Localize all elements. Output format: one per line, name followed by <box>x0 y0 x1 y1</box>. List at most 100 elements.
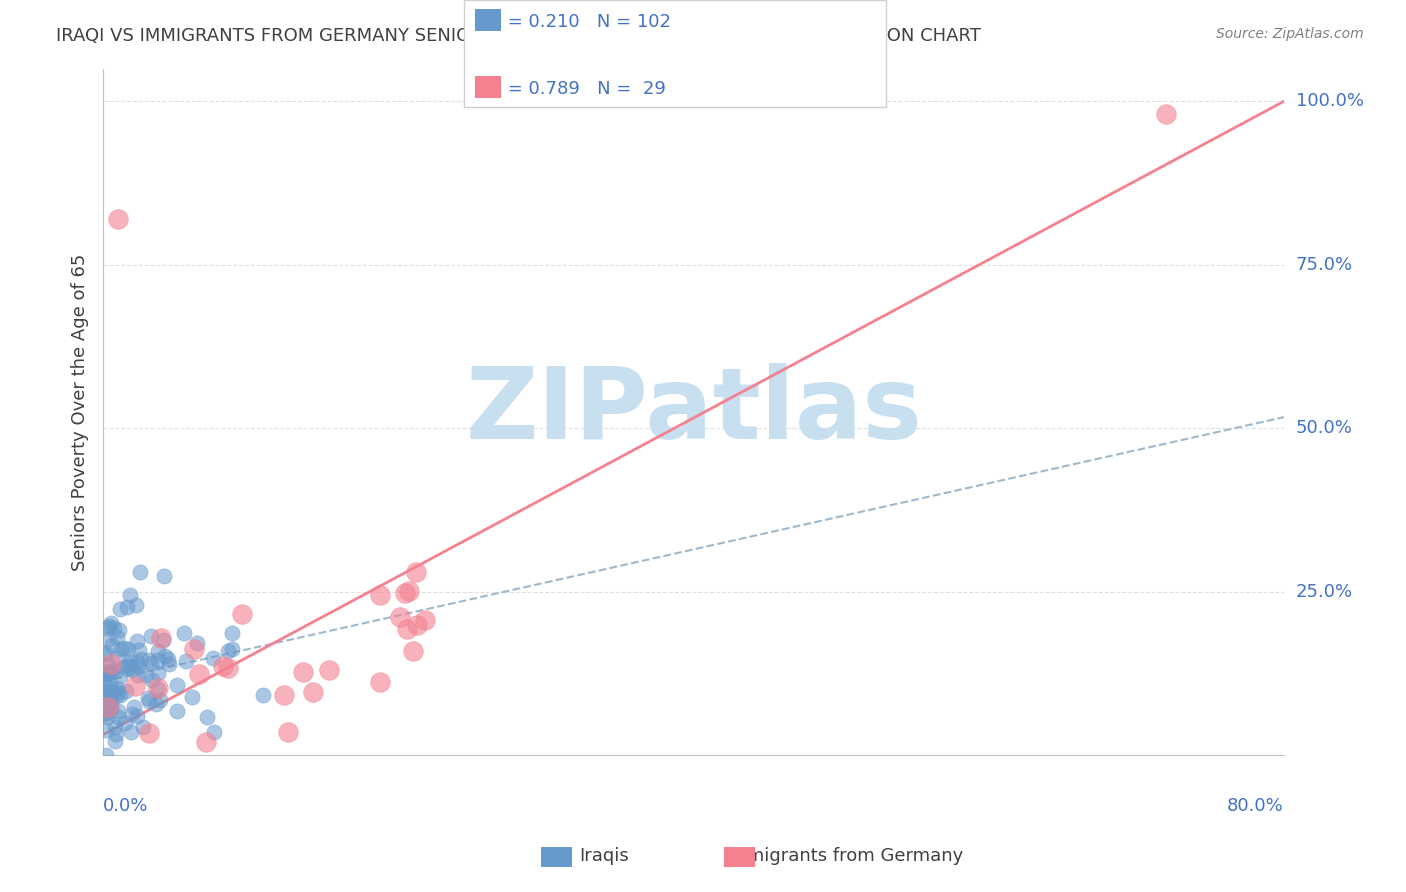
Point <box>93 676 115 690</box>
Point <box>107 710 129 724</box>
Point <box>94 703 117 717</box>
Point <box>94 647 117 661</box>
Point <box>318 663 340 677</box>
Point <box>125 598 148 612</box>
Point <box>173 626 195 640</box>
Text: Iraqis: Iraqis <box>579 847 630 865</box>
Point <box>103 621 125 635</box>
Point <box>105 630 128 644</box>
Text: 75.0%: 75.0% <box>1296 256 1353 274</box>
Point <box>94 723 117 737</box>
Point <box>94 706 117 721</box>
Point <box>97 657 120 672</box>
Point <box>114 715 136 730</box>
Point <box>125 655 148 669</box>
Text: 80.0%: 80.0% <box>1227 797 1284 814</box>
Text: 25.0%: 25.0% <box>1296 582 1353 601</box>
Point <box>114 684 136 698</box>
Point <box>129 565 152 579</box>
Text: ZIPatlas: ZIPatlas <box>465 363 922 460</box>
Point <box>152 632 174 647</box>
Point <box>107 704 129 718</box>
Point <box>94 670 117 684</box>
Point <box>108 624 131 638</box>
Point <box>406 618 429 632</box>
Point <box>180 690 202 704</box>
Point <box>217 661 239 675</box>
Point <box>149 631 172 645</box>
Point <box>252 688 274 702</box>
Point <box>110 669 132 683</box>
Point <box>127 658 149 673</box>
Point <box>115 599 138 614</box>
Point <box>405 565 427 579</box>
Point <box>93 686 115 700</box>
Point <box>125 634 148 648</box>
Point <box>155 648 177 663</box>
Point <box>97 665 120 680</box>
Point <box>118 655 141 669</box>
Point <box>117 642 139 657</box>
Point <box>100 681 122 695</box>
Point <box>221 626 243 640</box>
Point <box>97 684 120 698</box>
Point <box>195 710 218 724</box>
Point <box>141 657 163 671</box>
Point <box>112 640 135 655</box>
Point <box>145 698 167 712</box>
Point <box>138 691 160 706</box>
Point <box>157 657 180 672</box>
Point <box>97 632 120 647</box>
Point <box>148 682 170 697</box>
Y-axis label: Seniors Poverty Over the Age of 65: Seniors Poverty Over the Age of 65 <box>72 253 89 571</box>
Point <box>110 641 132 656</box>
Point <box>149 693 172 707</box>
Point <box>98 695 121 709</box>
Point <box>128 643 150 657</box>
Point <box>97 699 120 714</box>
Point <box>368 588 391 602</box>
Point <box>146 666 169 681</box>
Point <box>202 724 225 739</box>
Point <box>129 652 152 666</box>
Point <box>101 638 124 652</box>
Text: IRAQI VS IMMIGRANTS FROM GERMANY SENIORS POVERTY OVER THE AGE OF 65 CORRELATION : IRAQI VS IMMIGRANTS FROM GERMANY SENIORS… <box>56 27 981 45</box>
Point <box>138 653 160 667</box>
Point <box>413 613 436 627</box>
Point <box>104 720 127 734</box>
Point <box>108 689 131 703</box>
Point <box>121 706 143 721</box>
Point <box>105 681 128 695</box>
Point <box>301 685 323 699</box>
Point <box>201 651 224 665</box>
Point <box>120 725 142 739</box>
Point <box>157 652 180 666</box>
Point <box>183 642 205 657</box>
Point <box>120 588 142 602</box>
Point <box>277 725 299 739</box>
Text: R = 0.210   N = 102: R = 0.210 N = 102 <box>478 13 671 31</box>
Point <box>291 665 314 680</box>
Point <box>98 619 121 633</box>
Text: 0.0%: 0.0% <box>103 797 149 814</box>
Text: 100.0%: 100.0% <box>1296 92 1364 111</box>
Point <box>108 602 131 616</box>
Point <box>212 659 235 673</box>
Text: Immigrants from Germany: Immigrants from Germany <box>724 847 963 865</box>
Point <box>120 659 142 673</box>
Point <box>121 663 143 677</box>
Point <box>195 735 218 749</box>
Point <box>398 583 420 598</box>
Point <box>153 569 176 583</box>
Point <box>221 641 243 656</box>
Point <box>138 694 160 708</box>
Text: R = 0.789   N =  29: R = 0.789 N = 29 <box>478 80 666 98</box>
Point <box>141 629 163 643</box>
Point <box>97 685 120 699</box>
Point <box>100 657 122 671</box>
Point <box>187 667 209 681</box>
Point <box>135 667 157 681</box>
Point <box>124 679 146 693</box>
Point <box>174 654 197 668</box>
Point <box>127 668 149 682</box>
